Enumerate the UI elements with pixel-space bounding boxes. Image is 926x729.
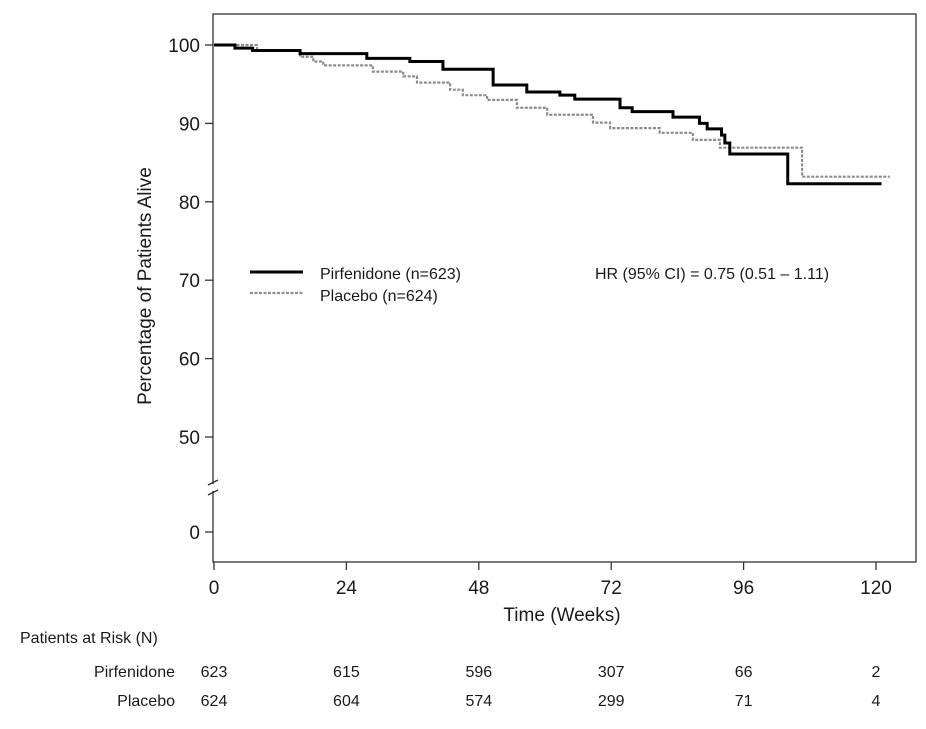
legend-label-placebo: Placebo (n=624): [320, 288, 438, 305]
risk-cell: 4: [872, 693, 881, 710]
y-tick-label: 90: [179, 114, 200, 135]
km-curve-placebo: [214, 43, 890, 178]
y-axis-break-marks: [207, 479, 219, 496]
risk-cell: 624: [201, 693, 228, 710]
risk-cell: 71: [735, 693, 753, 710]
x-axis-label: Time (Weeks): [503, 605, 620, 626]
y-tick-label: 60: [179, 350, 200, 371]
risk-cell: 604: [333, 693, 360, 710]
y-tick-label: 100: [168, 36, 200, 57]
risk-cell: 623: [201, 664, 228, 681]
km-curve-pirfenidone: [214, 43, 882, 186]
risk-cell: 66: [735, 664, 753, 681]
y-tick-label: 70: [179, 271, 200, 292]
hazard-ratio-annotation: HR (95% CI) = 0.75 (0.51 – 1.11): [595, 266, 829, 283]
risk-cell: 596: [465, 664, 492, 681]
y-axis-label: Percentage of Patients Alive: [135, 167, 156, 405]
legend: Pirfenidone (n=623) Placebo (n=624): [250, 266, 461, 305]
risk-row-label: Pirfenidone: [94, 664, 175, 681]
x-tick-label: 0: [209, 578, 220, 599]
risk-cell: 307: [598, 664, 625, 681]
plot-frame: [212, 13, 917, 563]
risk-cell: 574: [465, 693, 492, 710]
x-tick-label: 72: [601, 578, 622, 599]
risk-cell: 299: [598, 693, 625, 710]
x-tick-label: 48: [468, 578, 489, 599]
x-tick-label: 24: [336, 578, 358, 599]
legend-label-pirfenidone: Pirfenidone (n=623): [320, 266, 461, 283]
risk-cell: 615: [333, 664, 360, 681]
y-tick-label: 50: [179, 428, 200, 449]
risk-row-label: Placebo: [117, 693, 175, 710]
x-tick-label: 96: [733, 578, 754, 599]
risk-cell: 2: [872, 664, 881, 681]
risk-table-title: Patients at Risk (N): [20, 630, 158, 647]
y-tick-label: 0: [189, 523, 200, 544]
y-tick-label: 80: [179, 193, 200, 214]
x-tick-label: 120: [860, 578, 892, 599]
